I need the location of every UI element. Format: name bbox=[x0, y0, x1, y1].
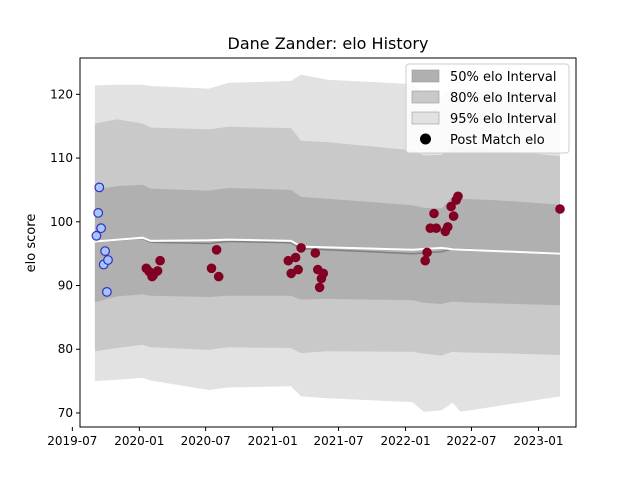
data-point-early bbox=[94, 182, 105, 193]
x-tick-label: 2020-07 bbox=[181, 434, 231, 448]
data-point-early bbox=[103, 255, 113, 265]
x-tick-label: 2020-01 bbox=[114, 434, 164, 448]
data-point bbox=[555, 204, 565, 214]
x-tick-label: 2023-01 bbox=[513, 434, 563, 448]
data-point bbox=[314, 282, 325, 293]
axes-frame bbox=[79, 57, 577, 428]
data-point bbox=[443, 222, 453, 232]
legend-label: 95% elo Interval bbox=[450, 112, 557, 127]
legend-label: Post Match elo bbox=[450, 133, 545, 148]
data-point-early bbox=[100, 246, 110, 257]
data-point bbox=[429, 208, 439, 219]
data-point-early bbox=[91, 230, 102, 241]
data-point bbox=[293, 264, 303, 275]
legend-label: 50% elo Interval bbox=[450, 70, 557, 85]
y-tick-label: 70 bbox=[58, 406, 73, 420]
data-point bbox=[296, 243, 306, 253]
data-point bbox=[420, 255, 431, 266]
data-point bbox=[211, 245, 222, 255]
x-tick-label: 2021-01 bbox=[248, 434, 298, 448]
legend-swatch bbox=[411, 69, 440, 83]
y-tick-label: 90 bbox=[58, 279, 73, 293]
data-point bbox=[310, 248, 321, 258]
data-point bbox=[155, 255, 165, 266]
data-point bbox=[448, 211, 459, 221]
mean-line bbox=[94, 237, 561, 256]
y-tick-label: 110 bbox=[50, 151, 73, 165]
y-tick-label: 100 bbox=[50, 215, 73, 229]
y-tick-label: 80 bbox=[58, 342, 73, 356]
legend-swatch bbox=[411, 111, 440, 125]
data-point-early bbox=[101, 287, 112, 297]
rating-line bbox=[94, 236, 561, 255]
axes: 2019-07 2020-01 2020-07 2021-01 2021-07 2022-… bbox=[47, 57, 577, 448]
data-point bbox=[213, 271, 224, 282]
band-50 bbox=[94, 184, 561, 306]
data-point bbox=[422, 247, 432, 258]
data-point bbox=[431, 223, 442, 233]
y-tick-label: 120 bbox=[50, 87, 73, 101]
legend: 50% elo Interval 80% elo Interval 95% elo … bbox=[405, 63, 570, 154]
data-point bbox=[206, 263, 217, 274]
data-point bbox=[453, 191, 463, 202]
legend-box bbox=[405, 63, 570, 154]
data-point-early bbox=[93, 207, 104, 218]
x-tick-label: 2021-07 bbox=[313, 434, 363, 448]
data-point bbox=[152, 266, 163, 276]
x-tick-label: 2022-07 bbox=[446, 434, 496, 448]
y-axis-label: elo score bbox=[24, 214, 39, 273]
legend-marker bbox=[420, 133, 431, 145]
data-point bbox=[318, 268, 329, 279]
chart-title: Dane Zander: elo History bbox=[228, 34, 429, 53]
data-point-early bbox=[96, 223, 106, 234]
x-tick-label: 2019-07 bbox=[47, 434, 97, 448]
x-tick-label: 2022-01 bbox=[380, 434, 430, 448]
legend-swatch bbox=[411, 90, 440, 104]
legend-label: 80% elo Interval bbox=[450, 91, 557, 106]
data-point bbox=[446, 201, 456, 212]
data-point bbox=[290, 252, 301, 263]
plot-area bbox=[91, 74, 565, 412]
